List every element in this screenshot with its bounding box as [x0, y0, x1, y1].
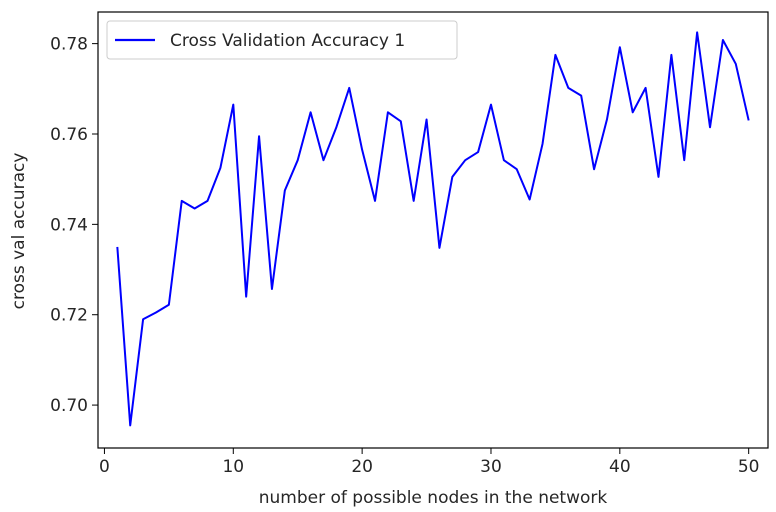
x-tick-label: 0 — [99, 457, 110, 477]
y-axis-label: cross val accuracy — [9, 153, 29, 310]
plot-area — [97, 11, 769, 449]
y-tick-label: 0.74 — [50, 215, 88, 235]
x-axis-label: number of possible nodes in the network — [259, 488, 608, 508]
legend-entry-label: Cross Validation Accuracy 1 — [170, 31, 405, 51]
x-tick-label: 20 — [351, 457, 373, 477]
x-tick-label: 30 — [480, 457, 502, 477]
x-tick-label: 50 — [738, 457, 760, 477]
x-tick-label: 10 — [222, 457, 244, 477]
y-tick-label: 0.76 — [50, 125, 88, 145]
y-tick-label: 0.70 — [50, 396, 88, 416]
y-tick-label: 0.78 — [50, 35, 88, 55]
series-lines — [116, 31, 750, 427]
legend-box — [106, 20, 458, 60]
y-tick-label: 0.72 — [50, 306, 88, 326]
legend: Cross Validation Accuracy 1 — [106, 20, 458, 60]
y-axis-ticks: 0.70 0.72 0.74 0.76 0.78 — [50, 35, 98, 416]
x-tick-label: 40 — [609, 457, 631, 477]
x-axis-ticks: 0 10 20 30 40 50 — [99, 448, 759, 477]
series-line — [116, 31, 750, 427]
